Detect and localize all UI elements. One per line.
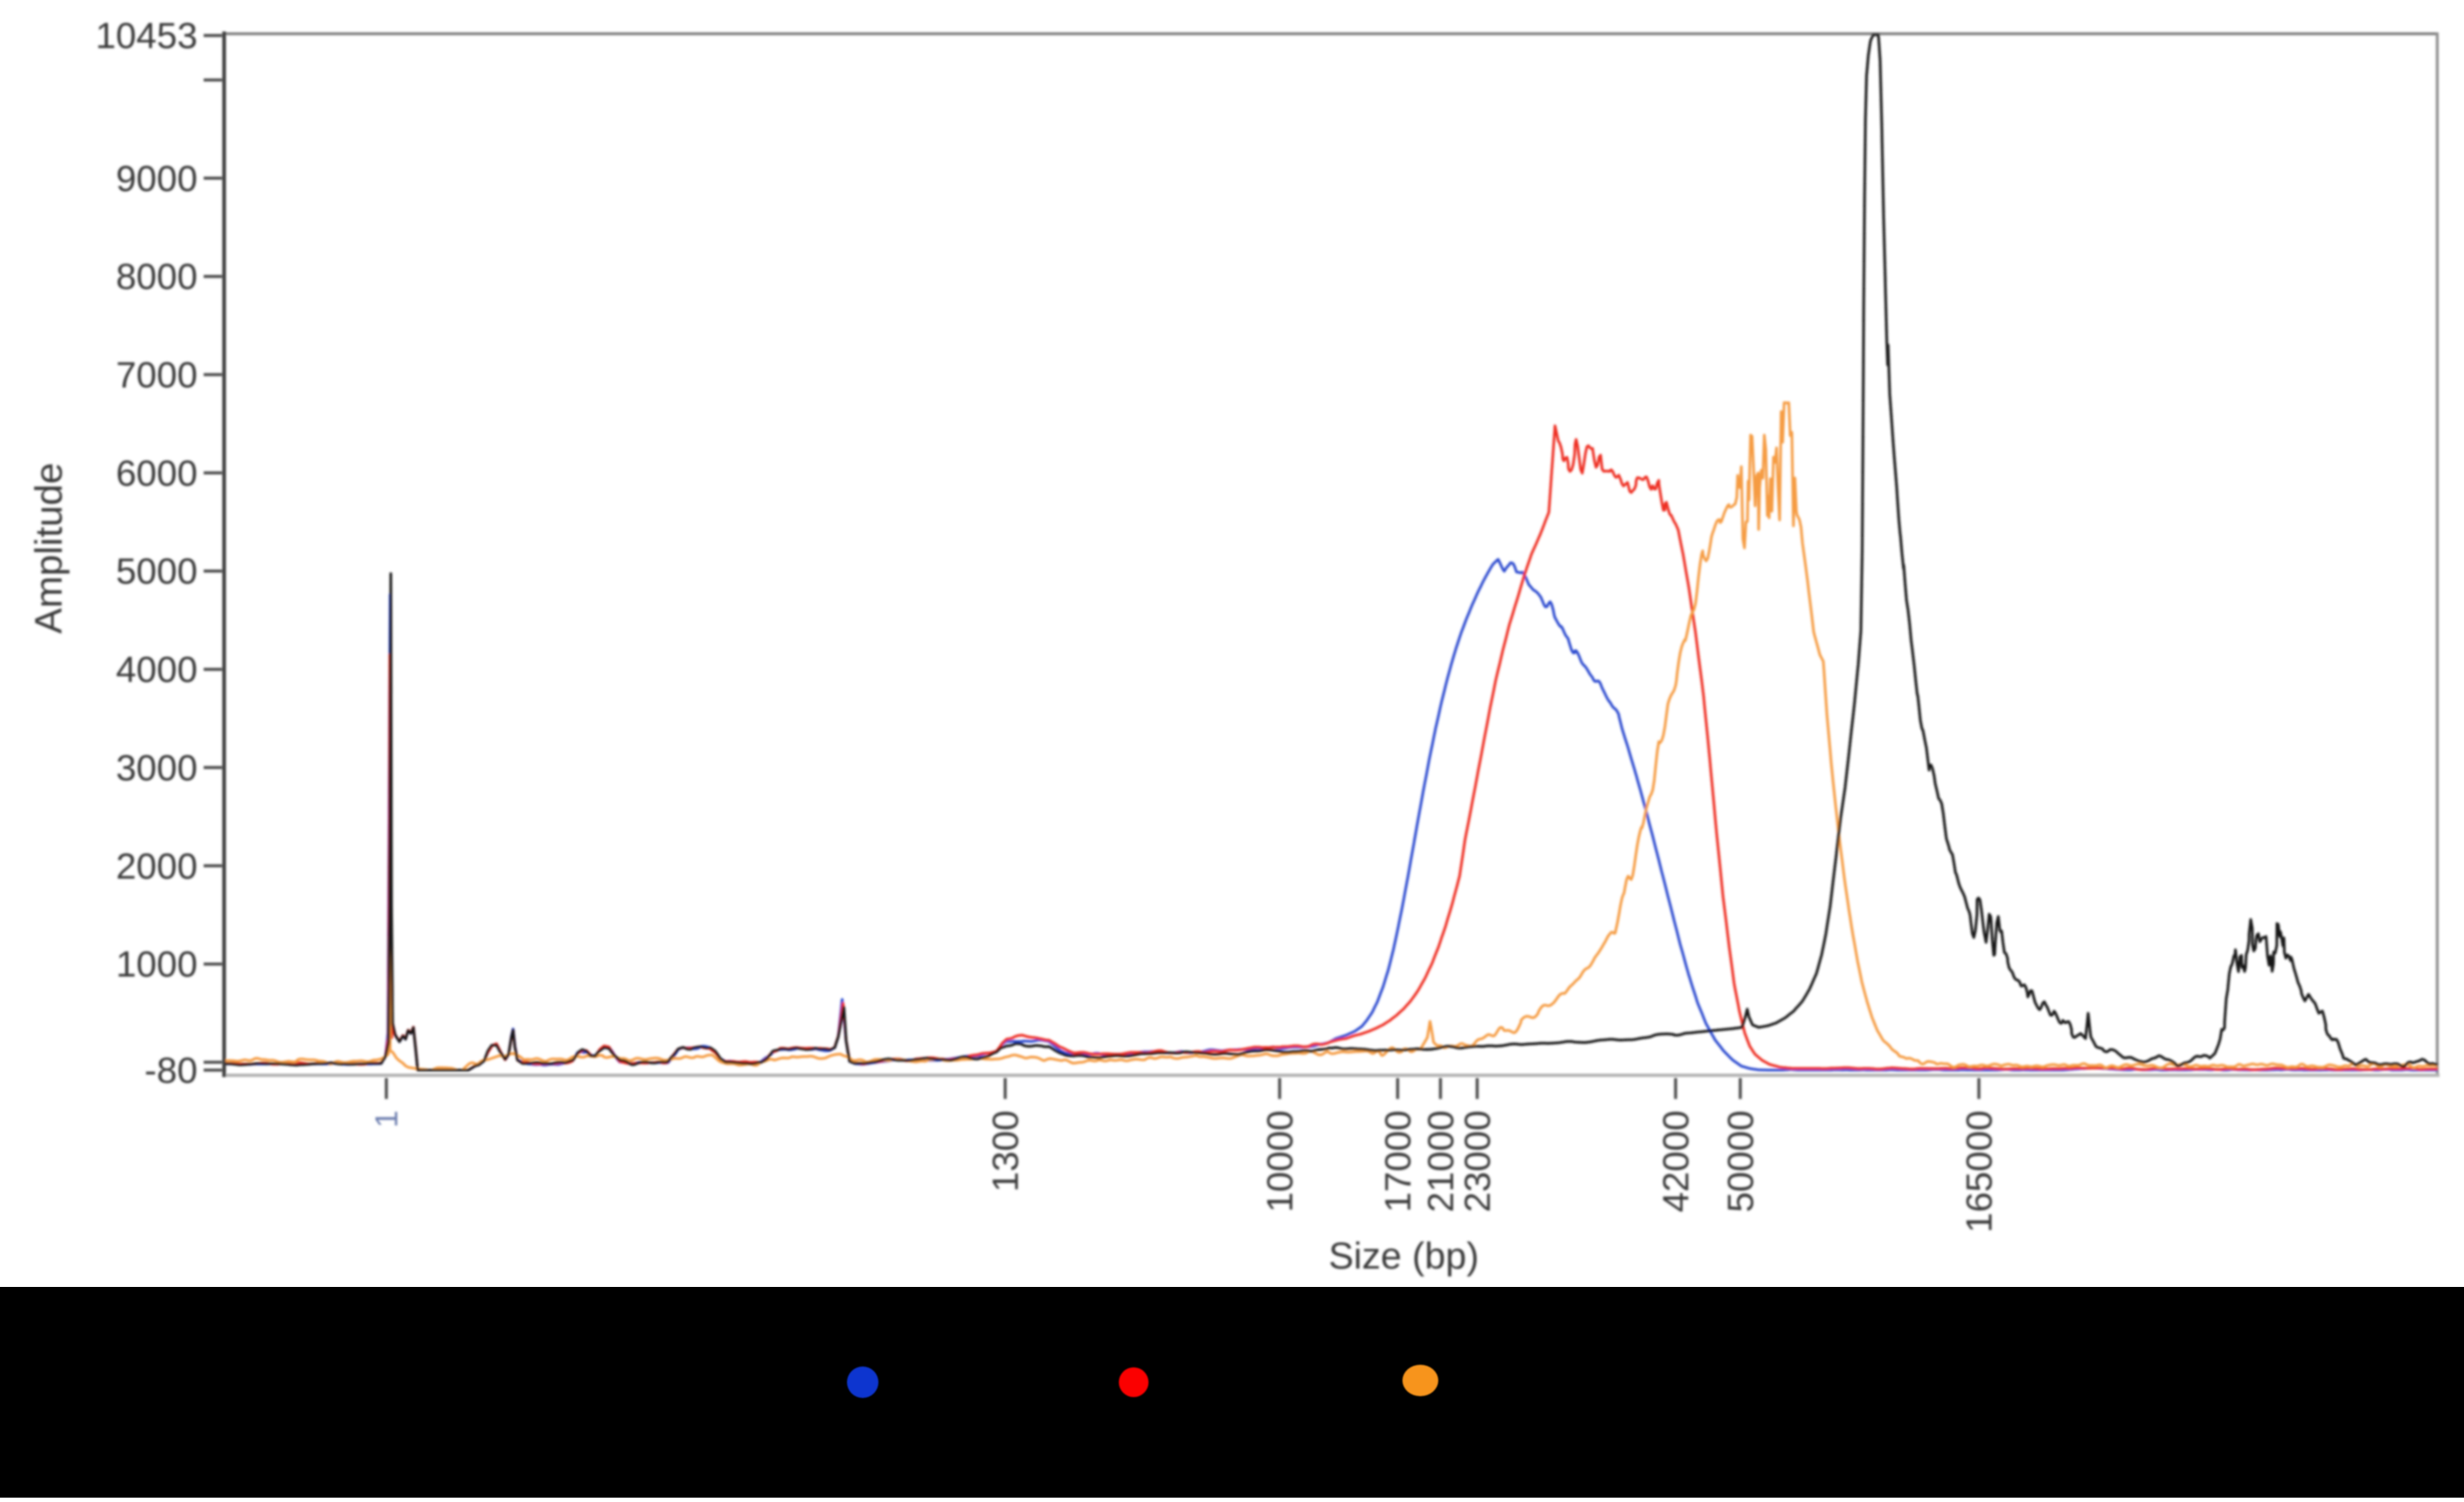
svg-text:Amplitude: Amplitude <box>28 462 71 634</box>
svg-text:17000: 17000 <box>1378 1110 1419 1213</box>
svg-text:50000: 50000 <box>1720 1110 1761 1213</box>
svg-text:7000: 7000 <box>116 354 198 395</box>
svg-text:10000: 10000 <box>1260 1110 1301 1213</box>
svg-text:1: 1 <box>369 1110 405 1128</box>
svg-text:42000: 42000 <box>1655 1110 1697 1213</box>
svg-text:9000: 9000 <box>116 157 198 198</box>
svg-text:Size (bp): Size (bp) <box>1329 1235 1479 1277</box>
svg-text:8000: 8000 <box>116 256 198 297</box>
svg-text:3000: 3000 <box>116 748 198 789</box>
svg-text:-80: -80 <box>144 1050 198 1091</box>
svg-text:1300: 1300 <box>985 1110 1026 1192</box>
svg-text:5000: 5000 <box>116 551 198 592</box>
svg-text:165000: 165000 <box>1959 1110 2000 1233</box>
svg-text:1000: 1000 <box>116 943 198 984</box>
svg-text:6000: 6000 <box>116 452 198 493</box>
svg-text:2000: 2000 <box>116 845 198 887</box>
svg-text:10453: 10453 <box>95 15 198 56</box>
svg-text:23000: 23000 <box>1457 1110 1498 1213</box>
svg-text:21000: 21000 <box>1420 1110 1461 1213</box>
svg-text:4000: 4000 <box>116 649 198 690</box>
